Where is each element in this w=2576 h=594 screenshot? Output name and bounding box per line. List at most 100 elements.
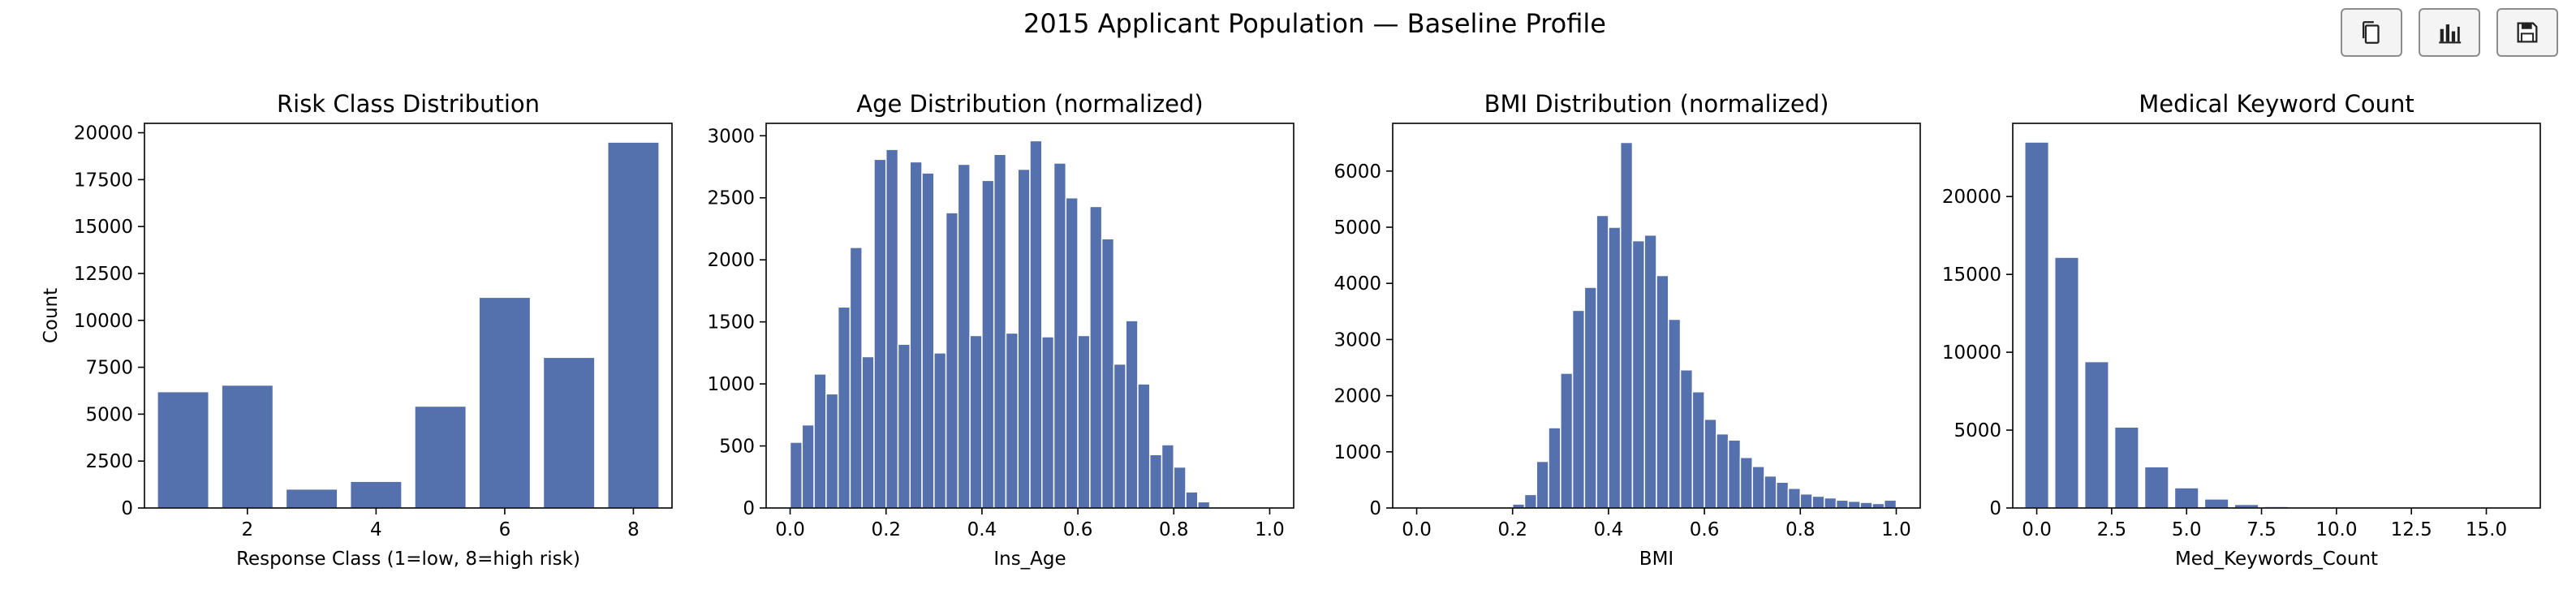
bar xyxy=(157,390,210,509)
bar xyxy=(2173,487,2199,509)
bar xyxy=(969,334,983,509)
x-tick-label: 0.0 xyxy=(2022,519,2052,540)
bar xyxy=(1727,439,1742,509)
bar xyxy=(1751,466,1765,509)
y-tick-label: 4000 xyxy=(1333,273,1381,295)
bar xyxy=(1764,475,1777,509)
bar xyxy=(2053,256,2080,509)
bar xyxy=(1824,497,1837,509)
y-tick-label: 10000 xyxy=(74,311,133,332)
save-button[interactable] xyxy=(2496,8,2558,57)
bar xyxy=(1548,427,1562,509)
x-tick-label: 0.2 xyxy=(1497,519,1527,540)
bar xyxy=(873,158,887,509)
bar xyxy=(1883,499,1898,509)
bar xyxy=(1125,320,1139,509)
bar xyxy=(1173,466,1187,509)
axes-frame xyxy=(2012,123,2541,509)
bar xyxy=(897,343,911,509)
bar xyxy=(1053,162,1067,509)
bar xyxy=(1571,309,1586,509)
bar xyxy=(2203,498,2229,509)
bar xyxy=(1704,418,1717,509)
bar xyxy=(542,356,596,509)
axes-frame xyxy=(765,123,1294,509)
copy-button[interactable] xyxy=(2341,8,2402,57)
y-tick-label: 2500 xyxy=(707,188,755,209)
bar xyxy=(933,352,947,509)
bar xyxy=(1775,481,1790,509)
bar xyxy=(909,161,923,509)
bar xyxy=(285,488,338,509)
bar xyxy=(1668,318,1682,509)
x-tick-label: 0.0 xyxy=(775,519,805,540)
x-tick-label: 0.6 xyxy=(1690,519,1720,540)
x-tick-label: 0.0 xyxy=(1402,519,1432,540)
y-tick-label: 15000 xyxy=(74,217,133,238)
bar xyxy=(1787,488,1802,509)
y-tick-label: 10000 xyxy=(1942,342,2001,364)
y-tick-label: 12500 xyxy=(74,264,133,285)
y-tick-label: 7500 xyxy=(85,358,133,379)
bar xyxy=(1137,383,1151,509)
y-tick-label: 1000 xyxy=(707,374,755,395)
y-tick-label: 2500 xyxy=(85,451,133,472)
chart-button[interactable] xyxy=(2419,8,2480,57)
bar xyxy=(993,153,1007,509)
bar xyxy=(1643,234,1657,509)
bar xyxy=(1560,372,1574,509)
bar xyxy=(1619,141,1634,509)
y-tick-label: 5000 xyxy=(85,404,133,425)
bar xyxy=(981,179,995,509)
y-tick-label: 0 xyxy=(121,498,133,519)
bar xyxy=(921,172,935,509)
axes-frame xyxy=(144,123,673,509)
y-tick-label: 15000 xyxy=(1942,265,2001,286)
bar xyxy=(221,384,274,509)
chart-title: Age Distribution (normalized) xyxy=(856,90,1203,118)
bar xyxy=(1859,501,1873,509)
bar xyxy=(2024,141,2050,509)
x-axis-label: BMI xyxy=(1639,549,1674,570)
x-tick-label: 12.5 xyxy=(2391,519,2432,540)
y-tick-label: 500 xyxy=(719,437,755,458)
bar xyxy=(1596,214,1609,509)
bar xyxy=(1089,205,1103,509)
x-axis-label: Med_Keywords_Count xyxy=(2175,549,2378,570)
bar xyxy=(1739,456,1753,509)
bar xyxy=(2143,466,2169,509)
bar xyxy=(1872,502,1885,509)
y-tick-label: 0 xyxy=(743,498,755,519)
bar xyxy=(606,141,660,509)
bar xyxy=(861,355,875,509)
bar xyxy=(2113,426,2139,509)
x-tick-label: 0.6 xyxy=(1063,519,1093,540)
y-tick-label: 0 xyxy=(1369,498,1381,519)
bar xyxy=(1847,500,1861,509)
x-axis-label: Response Class (1=low, 8=high risk) xyxy=(236,549,580,570)
x-tick-label: 6 xyxy=(499,519,511,540)
chart-panel-2: 0 500 1000 1500 2000 2500 3000 0.0 0.2 0.4 0.6 0.8 1… xyxy=(707,90,1294,570)
toolbar xyxy=(2341,8,2558,57)
x-tick-label: 0.4 xyxy=(967,519,997,540)
bar xyxy=(945,212,959,509)
bar xyxy=(1583,286,1597,509)
chart-panel-3: 0 1000 2000 3000 4000 5000 6000 0.0 0.2 0.4 0.6 0.8… xyxy=(1333,90,1921,570)
bar xyxy=(1631,239,1645,509)
bar xyxy=(1161,444,1175,509)
bar xyxy=(1185,491,1199,509)
bar xyxy=(837,306,851,509)
bar xyxy=(1799,493,1813,509)
y-tick-label: 3000 xyxy=(707,126,755,147)
bar xyxy=(1835,499,1850,509)
bar xyxy=(1029,140,1043,509)
bar xyxy=(414,405,467,509)
axes-frame xyxy=(1392,123,1921,509)
bar xyxy=(2083,360,2109,509)
y-tick-label: 5000 xyxy=(1954,420,2001,441)
bar xyxy=(813,373,827,509)
chart-panel-4: 0 5000 10000 15000 20000 0.0 2.5 5.0 7.5 10.0 12.5… xyxy=(1942,90,2541,570)
x-tick-label: 2.5 xyxy=(2097,519,2127,540)
bar xyxy=(801,424,815,509)
